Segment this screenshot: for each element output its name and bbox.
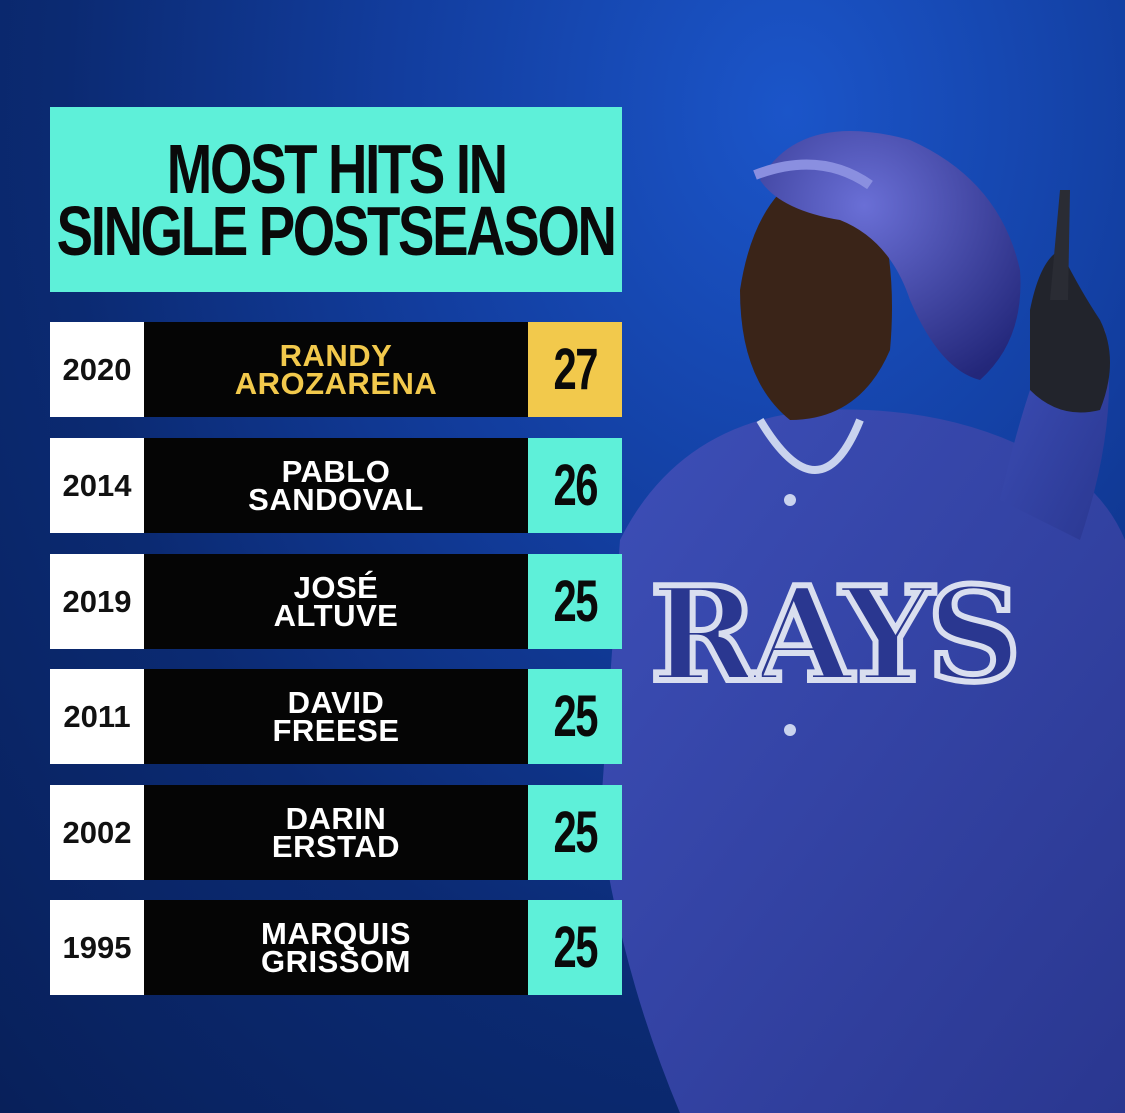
row-year: 2019	[50, 554, 144, 649]
jersey-lettering: RAYS	[650, 558, 1015, 711]
row-hits-value: 25	[528, 900, 622, 995]
row-player-name: JOSÉ ALTUVE	[144, 554, 528, 649]
row-hits-value: 25	[528, 554, 622, 649]
table-row: 2002 DARIN ERSTAD 25	[50, 785, 622, 880]
row-player-name: RANDY AROZARENA	[144, 322, 528, 417]
hits-number: 27	[553, 337, 598, 402]
row-player-name: MARQUIS GRISSOM	[144, 900, 528, 995]
player-last-name: AROZARENA	[234, 365, 438, 401]
title-line-1: MOST HITS IN	[166, 129, 508, 208]
row-year: 1995	[50, 900, 144, 995]
row-hits-value: 27	[528, 322, 622, 417]
player-illustration: RAYS	[600, 131, 1125, 1113]
player-first-name: PABLO	[281, 453, 391, 489]
row-player-name: DAVID FREESE	[144, 669, 528, 764]
player-last-name: SANDOVAL	[248, 481, 424, 517]
hits-number: 26	[553, 453, 598, 518]
player-last-name: FREESE	[272, 712, 400, 748]
row-hits-value: 25	[528, 669, 622, 764]
table-row: 2011 DAVID FREESE 25	[50, 669, 622, 764]
hits-number: 25	[553, 569, 598, 634]
title-banner: MOST HITS IN SINGLE POSTSEASON	[50, 107, 622, 292]
hits-number: 25	[553, 915, 598, 980]
player-last-name: ERSTAD	[271, 828, 401, 864]
player-photo: RAYS	[560, 120, 1125, 1113]
table-row: 1995 MARQUIS GRISSOM 25	[50, 900, 622, 995]
player-last-name: ALTUVE	[273, 597, 399, 633]
row-year: 2014	[50, 438, 144, 533]
row-hits-value: 25	[528, 785, 622, 880]
row-hits-value: 26	[528, 438, 622, 533]
player-last-name: GRISSOM	[261, 943, 411, 979]
player-first-name: DAVID	[287, 684, 385, 720]
title-line-2: SINGLE POSTSEASON	[57, 191, 617, 270]
hits-number: 25	[553, 684, 598, 749]
player-first-name: MARQUIS	[261, 915, 411, 951]
row-year: 2020	[50, 322, 144, 417]
row-year: 2011	[50, 669, 144, 764]
player-first-name: DARIN	[285, 800, 387, 836]
row-player-name: PABLO SANDOVAL	[144, 438, 528, 533]
table-row: 2020 RANDY AROZARENA 27	[50, 322, 622, 417]
player-first-name: RANDY	[279, 337, 393, 373]
row-year: 2002	[50, 785, 144, 880]
row-player-name: DARIN ERSTAD	[144, 785, 528, 880]
player-first-name: JOSÉ	[293, 569, 379, 605]
table-row: 2014 PABLO SANDOVAL 26	[50, 438, 622, 533]
hits-number: 25	[553, 800, 598, 865]
table-row: 2019 JOSÉ ALTUVE 25	[50, 554, 622, 649]
